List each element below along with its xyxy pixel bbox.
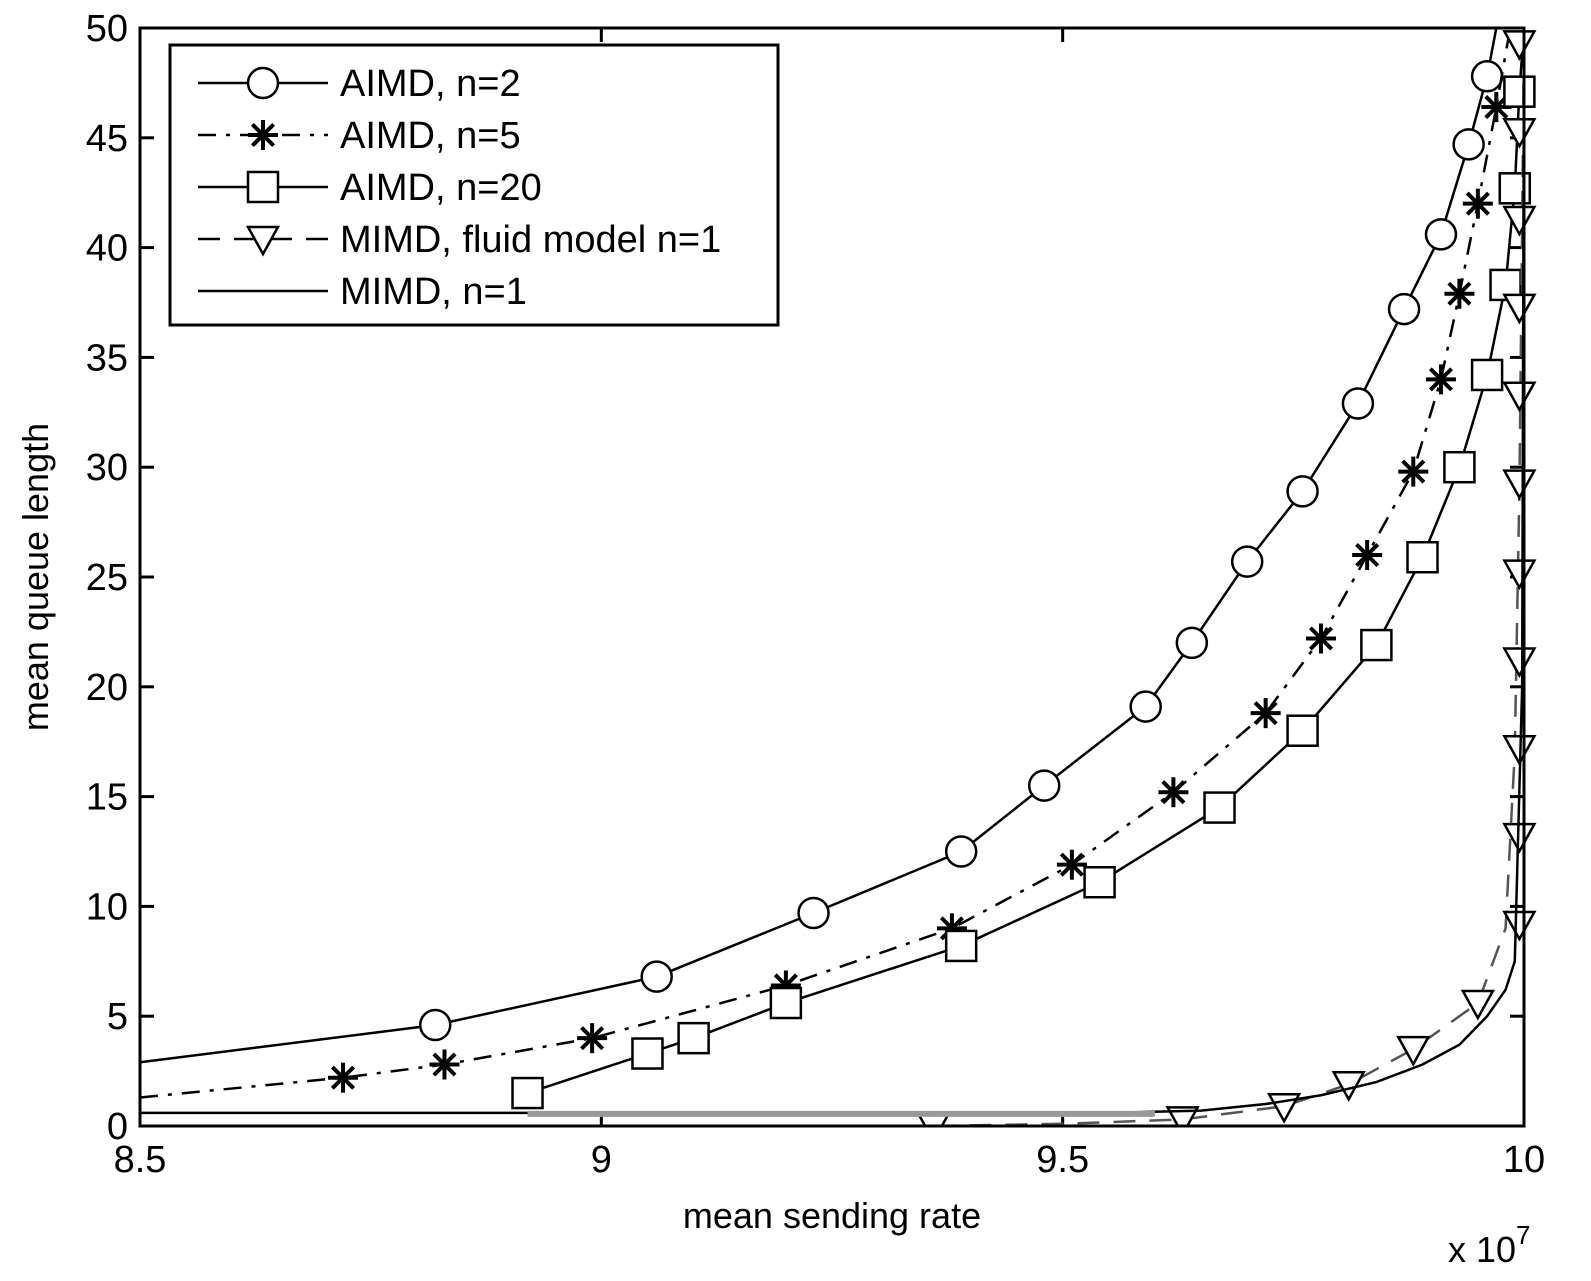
series-line xyxy=(527,27,1526,1095)
legend: AIMD, n=2 AIMD, n=5 AIMD, n=20 MIMD, fluid … xyxy=(168,43,780,327)
x-axis-multiplier: x 107 xyxy=(1448,1220,1531,1270)
series-3 xyxy=(511,27,1536,1110)
ticks-layer: 8.5 9 9.5 10 0 5 10 15 20 25 30 35 40 45 50 xyxy=(86,8,1545,1181)
y-tick-label: 15 xyxy=(86,777,128,819)
y-tick-label: 35 xyxy=(86,337,128,379)
data-point xyxy=(1056,849,1087,880)
series-line xyxy=(933,27,1526,1126)
data-point xyxy=(944,835,978,868)
data-point xyxy=(1502,469,1537,501)
data-point xyxy=(1502,293,1537,325)
y-tick-label: 0 xyxy=(107,1106,128,1148)
data-point xyxy=(1444,278,1475,309)
data-point xyxy=(1027,769,1061,802)
data-point xyxy=(797,896,830,930)
data-point xyxy=(1462,188,1493,219)
y-tick-label: 5 xyxy=(107,996,128,1038)
data-point xyxy=(1360,628,1393,662)
data-point xyxy=(1286,714,1319,747)
data-point xyxy=(1502,117,1537,149)
data-point xyxy=(1398,456,1429,487)
data-point xyxy=(1083,865,1116,899)
data-point xyxy=(1387,292,1421,326)
series-layer xyxy=(140,27,1537,1126)
data-point xyxy=(419,1008,452,1042)
data-point xyxy=(769,986,803,1020)
x-axis-multiplier-exponent: 7 xyxy=(1516,1220,1530,1250)
x-axis-label: mean sending rate xyxy=(683,1195,981,1236)
data-point xyxy=(1502,910,1537,942)
y-tick-label: 45 xyxy=(86,118,128,160)
data-point xyxy=(1503,75,1536,108)
data-point xyxy=(1175,626,1209,660)
legend-marker xyxy=(246,66,280,100)
legend-item: AIMD, n=20 xyxy=(198,167,542,209)
data-point xyxy=(1460,989,1495,1021)
legend-marker xyxy=(248,120,278,150)
series-1 xyxy=(140,27,1504,1064)
x-tick-label: 8.5 xyxy=(114,1139,167,1181)
legend-label: AIMD, n=5 xyxy=(340,115,521,157)
y-tick-label: 10 xyxy=(86,886,128,928)
data-point xyxy=(1502,559,1537,591)
legend-marker xyxy=(246,170,280,204)
data-point xyxy=(677,1021,710,1055)
data-point xyxy=(1341,387,1375,420)
legend-label: AIMD, n=20 xyxy=(340,167,542,209)
x-tick-label: 9.5 xyxy=(1036,1139,1089,1181)
data-point xyxy=(1425,364,1456,395)
x-axis-multiplier-base: x 10 xyxy=(1448,1229,1516,1270)
legend-label: MIMD, n=1 xyxy=(340,271,527,313)
legend-items: AIMD, n=2 AIMD, n=5 AIMD, n=20 MIMD, fluid … xyxy=(198,63,721,313)
data-point xyxy=(640,960,673,993)
data-point xyxy=(1158,777,1189,808)
series-line xyxy=(140,27,1512,1099)
legend-marker xyxy=(245,225,281,257)
y-axis-label: mean queue length xyxy=(15,423,56,731)
data-point xyxy=(944,929,978,963)
data-point xyxy=(1406,540,1439,574)
data-point xyxy=(429,1049,460,1080)
data-point xyxy=(1502,205,1537,237)
x-tick-label: 9 xyxy=(591,1139,612,1181)
y-tick-label: 20 xyxy=(86,667,128,709)
data-point xyxy=(1502,647,1537,679)
series-line xyxy=(140,27,1498,1064)
series-2 xyxy=(140,27,1512,1099)
data-point xyxy=(1470,358,1504,392)
data-point xyxy=(1396,1035,1431,1067)
data-point xyxy=(1286,475,1319,508)
data-point xyxy=(1352,540,1383,571)
data-point xyxy=(1502,30,1537,61)
x-tick-label: 10 xyxy=(1503,1139,1545,1181)
data-point xyxy=(577,1023,608,1054)
legend-label: MIMD, fluid model n=1 xyxy=(340,219,721,261)
data-point xyxy=(511,1076,544,1110)
data-point xyxy=(1306,623,1337,654)
legend-item: AIMD, n=5 xyxy=(198,115,521,157)
data-point xyxy=(1203,791,1236,824)
legend-item: AIMD, n=2 xyxy=(198,63,521,105)
plot-frame xyxy=(138,26,1526,1128)
legend-label: AIMD, n=2 xyxy=(340,63,521,105)
data-point xyxy=(1129,690,1162,723)
data-point xyxy=(1230,545,1264,578)
legend-item: MIMD, n=1 xyxy=(198,271,527,313)
data-point xyxy=(1443,450,1476,484)
y-tick-label: 50 xyxy=(86,8,128,50)
data-point xyxy=(1470,60,1504,93)
data-point xyxy=(1452,128,1485,161)
data-point xyxy=(327,1062,358,1093)
legend-item: MIMD, fluid model n=1 xyxy=(198,219,721,261)
y-tick-label: 25 xyxy=(86,557,128,599)
y-tick-label: 40 xyxy=(86,228,128,270)
data-point xyxy=(1424,218,1458,251)
data-point xyxy=(1250,698,1281,729)
series-4 xyxy=(916,27,1537,1126)
data-point xyxy=(631,1037,664,1070)
data-point xyxy=(1502,381,1537,413)
y-tick-label: 30 xyxy=(86,447,128,489)
